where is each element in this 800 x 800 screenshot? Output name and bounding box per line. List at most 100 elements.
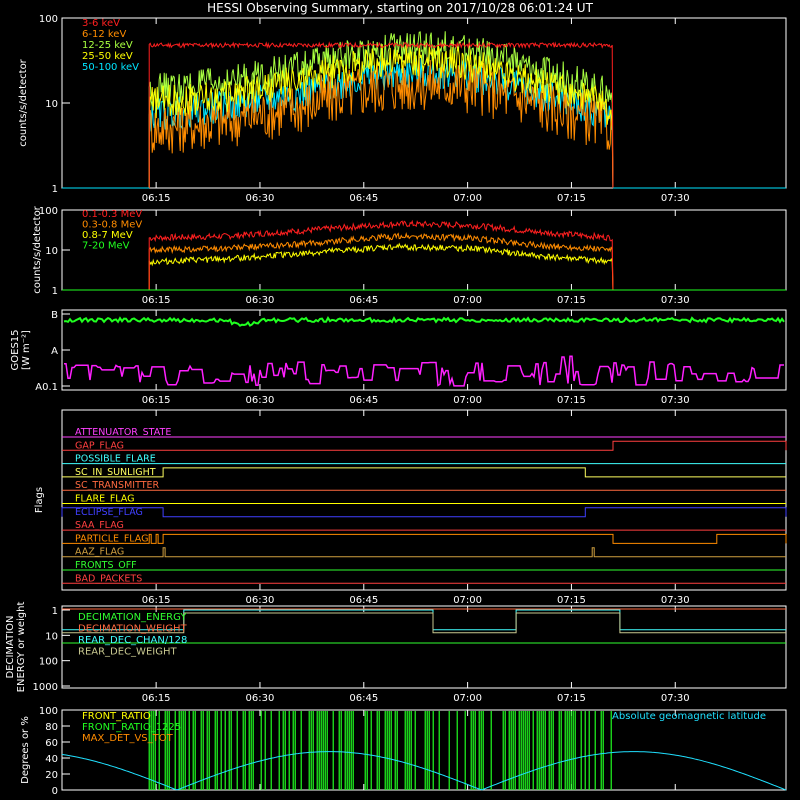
time-tick-label: 06:45 bbox=[349, 595, 378, 606]
series-line-goes-short bbox=[64, 355, 784, 387]
legend-entry: FRONT_RATIO_1225 bbox=[82, 722, 181, 733]
time-tick-label: 07:00 bbox=[453, 193, 482, 204]
y-axis-label: counts/s/detector bbox=[32, 205, 43, 293]
flag-label: SAA_FLAG bbox=[75, 520, 124, 531]
y-tick-label: B bbox=[51, 310, 58, 321]
flag-label: AAZ_FLAG bbox=[75, 547, 124, 558]
time-tick-label: 06:30 bbox=[246, 395, 275, 406]
panel-goes-frame bbox=[61, 309, 787, 391]
y-axis-label: counts/s/detector bbox=[18, 58, 29, 146]
y-axis-label-2: ENERGY or weight bbox=[16, 602, 27, 693]
time-tick-label: 07:00 bbox=[453, 295, 482, 306]
series-line-25-50-kev bbox=[148, 44, 614, 189]
series-line-12-25-kev bbox=[148, 31, 614, 189]
panel-flags: 06:15 06:30 06:45 07:00 07:15 07:30 Flags ATTEN… bbox=[34, 409, 787, 606]
legend-entry: REAR_DEC_WEIGHT bbox=[78, 647, 177, 658]
legend-entry: 6-12 keV bbox=[82, 29, 126, 40]
time-tick-label: 07:30 bbox=[661, 395, 690, 406]
flag-line-eclipse-flag bbox=[61, 507, 787, 518]
plot-title: HESSI Observing Summary, starting on 201… bbox=[207, 1, 593, 15]
y-tick-label: A0.1 bbox=[35, 382, 58, 393]
y-axis-label: DECIMATION bbox=[5, 615, 16, 678]
flag-line-particle-flag bbox=[62, 533, 787, 544]
time-tick-label: 06:45 bbox=[349, 693, 378, 704]
y-tick-label: 20 bbox=[45, 770, 58, 781]
series-line-0-1-0-3-mev bbox=[148, 219, 614, 291]
y-tick-label: 1 bbox=[52, 606, 58, 617]
time-tick-label: 07:00 bbox=[453, 693, 482, 704]
flag-label: GAP_FLAG bbox=[75, 440, 124, 451]
time-tick-label: 06:45 bbox=[349, 395, 378, 406]
time-tick-label: 07:30 bbox=[661, 693, 690, 704]
legend-entry: 0.1-0.3 MeV bbox=[82, 209, 142, 220]
time-tick-label: 06:15 bbox=[142, 193, 171, 204]
y-tick-label: 100 bbox=[39, 14, 58, 25]
legend-entry: FRONT_RATIO bbox=[82, 711, 151, 722]
y-tick-label: 1 bbox=[52, 286, 58, 297]
time-tick-label: 07:15 bbox=[557, 595, 586, 606]
flag-label: POSSIBLE_FLARE bbox=[75, 454, 156, 465]
flag-label: SC_TRANSMITTER bbox=[75, 480, 160, 491]
panel-high-energy: 06:15 06:30 06:45 07:00 07:15 07:30 1 10 100coun… bbox=[32, 205, 787, 306]
y-tick-label: 100 bbox=[39, 657, 58, 668]
time-tick-label: 06:15 bbox=[142, 295, 171, 306]
flag-label: ECLIPSE_FLAG bbox=[75, 507, 143, 518]
flag-line-gap-flag bbox=[62, 440, 787, 451]
legend-entry: MAX_DET_VS_TOT bbox=[82, 733, 174, 744]
legend-entry: DECIMATION_ENERGY bbox=[78, 612, 187, 623]
legend-entry: 50-100 keV bbox=[82, 62, 139, 73]
series-line-0-3-0-8-mev bbox=[148, 232, 614, 291]
time-tick-label: 07:30 bbox=[661, 193, 690, 204]
time-tick-label: 06:30 bbox=[246, 295, 275, 306]
y-axis-label: GOES15 bbox=[10, 329, 21, 370]
time-tick-label: 06:15 bbox=[142, 395, 171, 406]
y-tick-label: A bbox=[51, 346, 58, 357]
panel-low-energy: 06:15 06:30 06:45 07:00 07:15 07:30 1 10 100 coun… bbox=[18, 14, 787, 204]
panel-decimation-frame bbox=[61, 605, 787, 689]
time-tick-label: 06:45 bbox=[349, 193, 378, 204]
time-tick-label: 07:15 bbox=[557, 295, 586, 306]
panel-flags-frame bbox=[61, 409, 787, 591]
y-tick-label: 1000 bbox=[33, 682, 58, 693]
time-tick-label: 06:30 bbox=[246, 693, 275, 704]
annotation-geomagnetic-latitude: Absolute geomagnetic latitude bbox=[612, 711, 766, 722]
y-tick-label: 100 bbox=[39, 706, 58, 717]
flag-label: FLARE_FLAG bbox=[75, 494, 135, 505]
y-tick-label: 80 bbox=[45, 722, 58, 733]
legend-entry: 25-50 keV bbox=[82, 51, 133, 62]
panel-decimation: 06:15 06:30 06:45 07:00 07:15 07:30 1 10 100 1000… bbox=[5, 602, 787, 704]
legend-entry: REAR_DEC_CHAN/128 bbox=[78, 635, 187, 646]
legend-entry: 7-20 MeV bbox=[82, 241, 130, 252]
legend-entry: 12-25 keV bbox=[82, 40, 133, 51]
time-tick-label: 07:15 bbox=[557, 193, 586, 204]
time-tick-label: 06:30 bbox=[246, 595, 275, 606]
y-axis-unit: [W m⁻²] bbox=[21, 330, 32, 370]
time-tick-label: 07:00 bbox=[453, 595, 482, 606]
flag-label: SC_IN_SUNLIGHT bbox=[75, 467, 156, 478]
time-tick-label: 07:30 bbox=[661, 295, 690, 306]
flag-line-sc-in-sunlight bbox=[62, 467, 786, 478]
y-tick-label: 40 bbox=[45, 754, 58, 765]
time-tick-label: 07:30 bbox=[661, 595, 690, 606]
y-tick-label: 10 bbox=[45, 246, 58, 257]
series-line-geomagnetic-latitude bbox=[61, 751, 787, 791]
time-tick-label: 06:15 bbox=[142, 693, 171, 704]
legend-entry: 3-6 keV bbox=[82, 18, 120, 29]
panel-ratios-frame bbox=[61, 709, 787, 791]
time-tick-label: 07:15 bbox=[557, 693, 586, 704]
series-line-0-8-7-mev bbox=[148, 242, 614, 291]
time-tick-label: 06:15 bbox=[142, 595, 171, 606]
flag-label: PARTICLE_FLAG bbox=[75, 533, 148, 544]
series-line-goes-long bbox=[63, 316, 785, 327]
y-tick-label: 10 bbox=[45, 99, 58, 110]
time-tick-label: 06:30 bbox=[246, 193, 275, 204]
flag-label: ATTENUATOR_STATE bbox=[75, 427, 171, 438]
time-tick-label: 07:00 bbox=[453, 395, 482, 406]
flag-line-aaz-flag bbox=[62, 547, 786, 558]
panel-goes: 06:15 06:30 06:45 07:00 07:15 07:30 A0.1 A B GOES… bbox=[10, 309, 787, 406]
flag-label: FRONTS_OFF bbox=[75, 560, 137, 571]
legend-entry: 0.8-7 MeV bbox=[82, 230, 133, 241]
y-tick-label: 100 bbox=[39, 206, 58, 217]
y-tick-label: 10 bbox=[45, 631, 58, 642]
